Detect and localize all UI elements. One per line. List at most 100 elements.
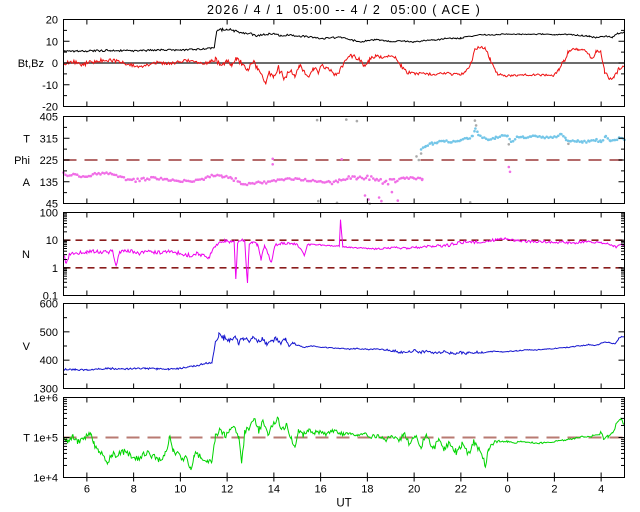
phi-away-sector-dot	[519, 135, 523, 139]
n-ytick-label: 0.1	[43, 291, 58, 303]
phi-toward-sector-dot	[234, 177, 238, 180]
phi-toward-sector-dot	[257, 180, 260, 183]
phi-toward-sector-dot	[364, 176, 368, 180]
phi-away-sector-dot	[445, 139, 448, 142]
phi-toward-sector-dot	[93, 171, 97, 175]
phi-away-sector-dot	[509, 140, 513, 143]
phi-toward-sector-dot	[83, 175, 87, 178]
phi-ytick-label: 315	[40, 133, 58, 145]
phi-toward-sector-dot	[68, 174, 71, 177]
phi-away-sector-dot	[531, 134, 535, 137]
phi-toward-sector-dot	[192, 180, 196, 183]
phi-toward-sector-dot	[362, 177, 366, 181]
phi-toward-sector-dot	[390, 178, 394, 181]
phi-away-sector-dot	[564, 136, 567, 140]
phi-away-sector-dot	[483, 136, 486, 139]
phi-toward-sector-dot	[262, 180, 266, 183]
phi-toward-sector-dot	[323, 181, 326, 184]
t-unit-label: T	[23, 433, 30, 445]
phi-toward-sector-dot	[136, 177, 139, 180]
phi-away-sector-dot	[606, 137, 610, 140]
phi-away-sector-dot	[524, 136, 528, 140]
phi-away-sector-dot	[562, 134, 565, 138]
phi-toward-sector-dot	[153, 176, 157, 179]
phi-toward-sector-dot	[338, 178, 341, 181]
phi-away-sector-dot	[549, 135, 552, 139]
phi-away-sector-dot	[585, 141, 588, 144]
phi-away-sector-dot	[595, 137, 598, 141]
phi-away-sector-dot	[513, 138, 517, 141]
xaxis-tick-label: 10	[174, 484, 186, 496]
phi-toward-sector-dot	[403, 177, 407, 180]
phi-gray-outliers	[567, 142, 570, 146]
bt-bz-ytick-label: 20	[46, 15, 58, 27]
phi-away-sector-dot	[547, 136, 550, 140]
phi-toward-sector-dot	[372, 177, 375, 180]
phi-toward-sector-dot	[319, 179, 322, 183]
phi-toward-sector-dot	[386, 182, 390, 186]
n-frame	[63, 212, 625, 296]
phi-away-sector-dot	[433, 141, 437, 145]
phi-toward-sector-dot	[396, 179, 399, 183]
phi-gray-outliers	[507, 143, 511, 146]
phi-toward-sector-dot	[381, 182, 385, 185]
phi-away-sector-dot	[576, 139, 580, 142]
phi-toward-sector-dot	[85, 175, 89, 178]
phi-pink-outliers	[340, 158, 344, 161]
phi-toward-sector-dot	[251, 181, 254, 185]
phi-away-sector-dot	[477, 133, 480, 137]
phi-toward-sector-dot	[309, 179, 313, 183]
phi-toward-sector-dot	[280, 178, 284, 181]
phi-toward-sector-dot	[405, 176, 409, 179]
phi-unit-label: T	[23, 133, 30, 145]
phi-toward-sector-dot	[414, 177, 418, 181]
phi-away-sector-dot	[443, 140, 446, 143]
phi-away-sector-dot	[440, 139, 443, 143]
t-ytick-label: 1e+5	[33, 433, 58, 445]
xaxis-tick-label: 4	[598, 484, 604, 496]
phi-toward-sector-dot	[379, 177, 383, 181]
phi-toward-sector-dot	[307, 179, 311, 183]
v-ytick-label: 500	[40, 327, 58, 339]
phi-away-sector-dot	[597, 140, 600, 143]
xaxis-title: UT	[336, 498, 351, 510]
phi-toward-sector-dot	[328, 180, 332, 184]
phi-toward-sector-dot	[114, 173, 118, 177]
phi-toward-sector-dot	[332, 180, 336, 184]
phi-pink-outliers	[508, 170, 512, 174]
phi-toward-sector-dot	[368, 178, 371, 181]
phi-toward-sector-dot	[128, 178, 132, 181]
xaxis-tick-label: 22	[455, 484, 467, 496]
xaxis-tick-label: 20	[408, 484, 420, 496]
xaxis-tick-label: 2	[551, 484, 557, 496]
phi-toward-sector-dot	[384, 179, 388, 183]
phi-pink-outliers	[380, 199, 383, 203]
phi-toward-sector-dot	[101, 171, 104, 175]
phi-toward-sector-dot	[173, 179, 176, 182]
phi-gray-outliers	[315, 118, 319, 122]
phi-toward-sector-dot	[325, 180, 328, 184]
phi-away-sector-dot	[508, 137, 511, 141]
phi-toward-sector-dot	[274, 179, 278, 183]
phi-toward-sector-dot	[138, 179, 141, 183]
phi-ytick-label: 135	[40, 177, 58, 189]
phi-toward-sector-dot	[103, 172, 106, 175]
phi-toward-sector-dot	[218, 174, 221, 177]
phi-toward-sector-dot	[194, 178, 198, 182]
phi-away-sector-dot	[534, 134, 537, 138]
phi-toward-sector-dot	[124, 178, 128, 182]
bt-bz-ytick-label: 10	[46, 36, 58, 48]
phi-away-sector-dot	[601, 139, 605, 142]
phi-toward-sector-dot	[416, 176, 420, 180]
phi-away-sector-dot	[581, 141, 584, 144]
phi-away-sector-dot	[529, 135, 533, 138]
phi-gray-outliers	[317, 199, 320, 203]
phi-away-sector-dot	[560, 132, 563, 136]
phi-gray-outliers	[415, 155, 418, 158]
phi-toward-sector-dot	[126, 178, 130, 181]
phi-toward-sector-dot	[388, 177, 392, 181]
phi-toward-sector-dot	[196, 178, 200, 181]
phi-away-sector-dot	[566, 139, 570, 143]
phi-toward-sector-dot	[64, 173, 67, 177]
